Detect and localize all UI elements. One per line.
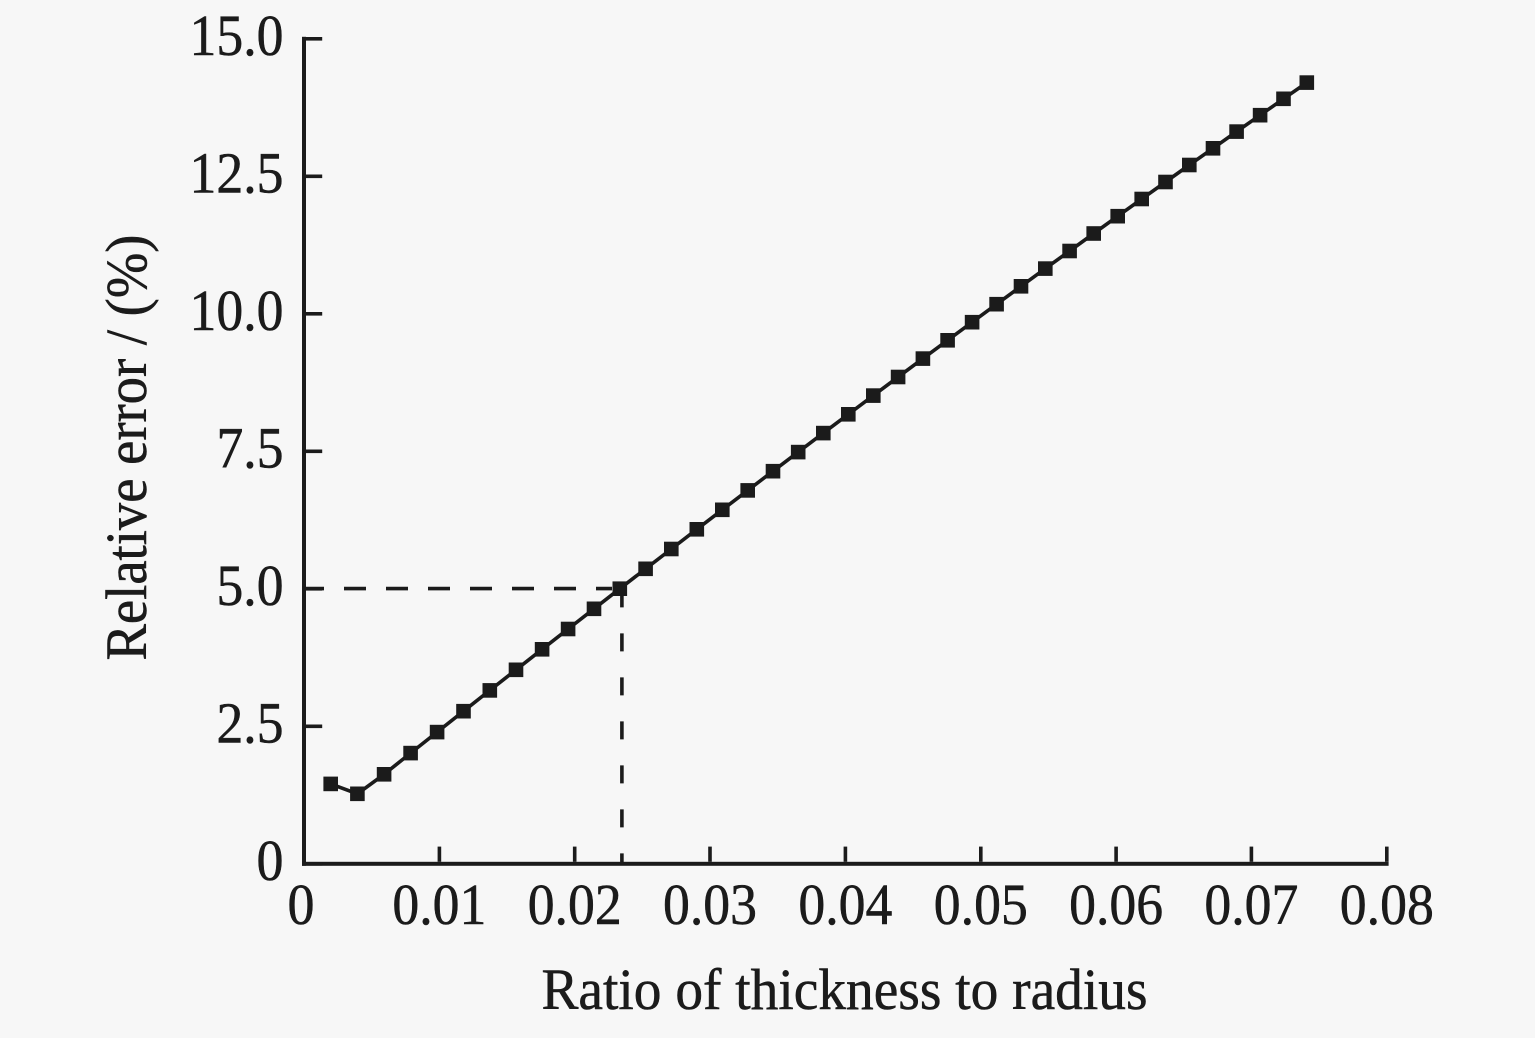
svg-text:0.08: 0.08 <box>1340 872 1434 937</box>
svg-text:0.02: 0.02 <box>528 872 622 937</box>
svg-text:0: 0 <box>257 828 284 893</box>
svg-text:2.5: 2.5 <box>217 690 284 755</box>
svg-text:0.06: 0.06 <box>1069 872 1163 937</box>
svg-text:0.04: 0.04 <box>798 872 892 937</box>
svg-text:10.0: 10.0 <box>190 278 284 343</box>
svg-text:0.07: 0.07 <box>1204 872 1298 937</box>
svg-text:Ratio of thickness to radius: Ratio of thickness to radius <box>542 957 1148 1022</box>
svg-text:0: 0 <box>288 872 315 937</box>
svg-text:0.05: 0.05 <box>934 872 1028 937</box>
svg-text:15.0: 15.0 <box>190 3 284 68</box>
svg-text:12.5: 12.5 <box>190 140 284 205</box>
svg-text:7.5: 7.5 <box>217 415 284 480</box>
svg-text:5.0: 5.0 <box>217 553 284 618</box>
svg-text:Relative error / (%): Relative error / (%) <box>94 235 159 661</box>
svg-text:0.03: 0.03 <box>663 872 757 937</box>
svg-text:0.01: 0.01 <box>392 872 486 937</box>
